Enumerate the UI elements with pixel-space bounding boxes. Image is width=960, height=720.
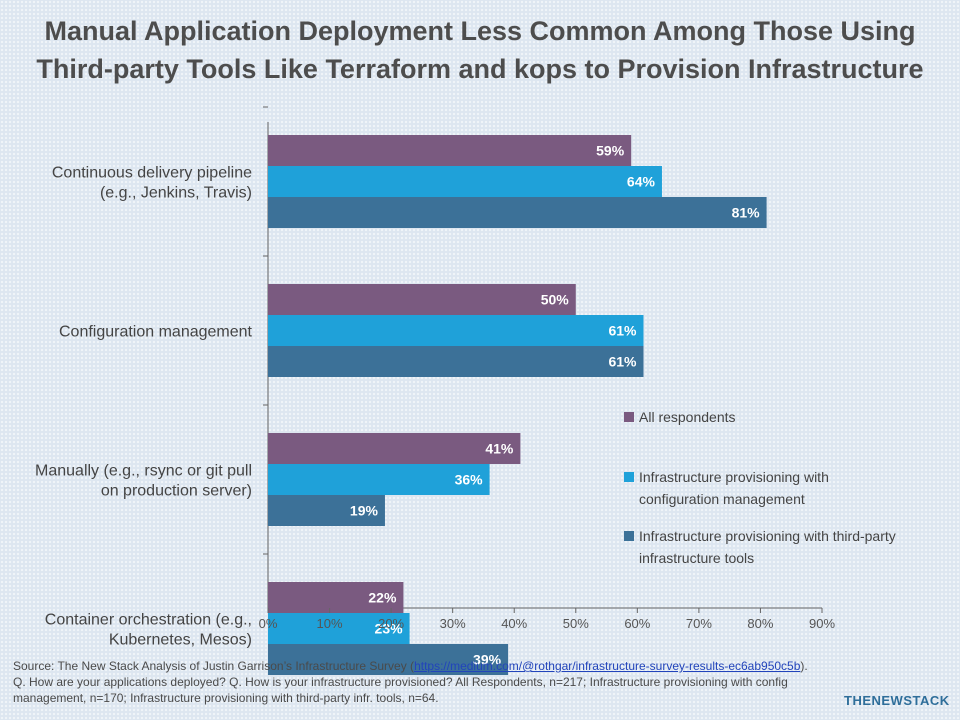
category-label: Continuous delivery pipeline — [52, 165, 252, 182]
legend-label: All respondents — [639, 409, 736, 425]
chart-title: Manual Application Deployment Less Commo… — [0, 12, 960, 88]
category-label: (e.g., Jenkins, Travis) — [100, 185, 252, 202]
x-tick-label: 0% — [259, 616, 278, 631]
bar — [268, 495, 385, 526]
bar — [268, 582, 404, 613]
legend-swatch — [624, 412, 634, 422]
data-label: 19% — [350, 503, 379, 519]
x-tick-label: 10% — [317, 616, 343, 631]
bar — [268, 284, 576, 315]
brand-logo: THENEWSTACK — [844, 693, 950, 708]
bar — [268, 346, 644, 377]
legend-swatch — [624, 472, 634, 482]
legend-swatch — [624, 531, 634, 541]
data-label: 61% — [608, 354, 637, 370]
bar — [268, 464, 490, 495]
bar — [268, 135, 632, 166]
x-tick-label: 50% — [563, 616, 589, 631]
data-label: 50% — [541, 292, 570, 308]
bar — [268, 644, 509, 675]
bar — [268, 613, 410, 644]
bar — [268, 315, 644, 346]
source-link[interactable]: https://medium.com/@rothgar/infrastructu… — [414, 659, 801, 673]
x-tick-label: 20% — [378, 616, 404, 631]
category-label: Kubernetes, Mesos) — [109, 632, 252, 649]
category-label: Configuration management — [59, 324, 253, 341]
category-label: Manually (e.g., rsync or git pull — [35, 463, 252, 480]
data-label: 64% — [627, 174, 656, 190]
legend-label: Infrastructure provisioning with third-p… — [639, 528, 896, 544]
x-tick-label: 60% — [624, 616, 650, 631]
legend-label: Infrastructure provisioning with — [639, 469, 829, 485]
data-label: 36% — [455, 472, 484, 488]
x-tick-label: 80% — [747, 616, 773, 631]
source-prefix: Source: The New Stack Analysis of Justin… — [13, 659, 415, 673]
bar — [268, 433, 521, 464]
category-label: on production server) — [101, 483, 252, 500]
data-label: 22% — [368, 590, 397, 606]
source-suffix: ). Q. How are your applications deployed… — [13, 659, 808, 705]
legend-label: configuration management — [639, 491, 805, 507]
legend-label: infrastructure tools — [639, 550, 754, 566]
chart-title-line-2: Third-party Tools Like Terraform and kop… — [36, 54, 924, 84]
data-label: 41% — [485, 441, 514, 457]
x-tick-label: 90% — [809, 616, 835, 631]
category-label: Container orchestration (e.g., — [45, 612, 252, 629]
bar — [268, 166, 662, 197]
chart-title-line-1: Manual Application Deployment Less Commo… — [44, 16, 916, 46]
x-tick-label: 30% — [440, 616, 466, 631]
x-tick-label: 70% — [686, 616, 712, 631]
data-label: 61% — [608, 323, 637, 339]
data-label: 39% — [473, 652, 502, 668]
data-label: 81% — [732, 205, 761, 221]
data-label: 59% — [596, 143, 625, 159]
bar — [268, 197, 767, 228]
data-label: 23% — [375, 621, 404, 637]
source-note: Source: The New Stack Analysis of Justin… — [13, 658, 813, 706]
x-tick-label: 40% — [501, 616, 527, 631]
